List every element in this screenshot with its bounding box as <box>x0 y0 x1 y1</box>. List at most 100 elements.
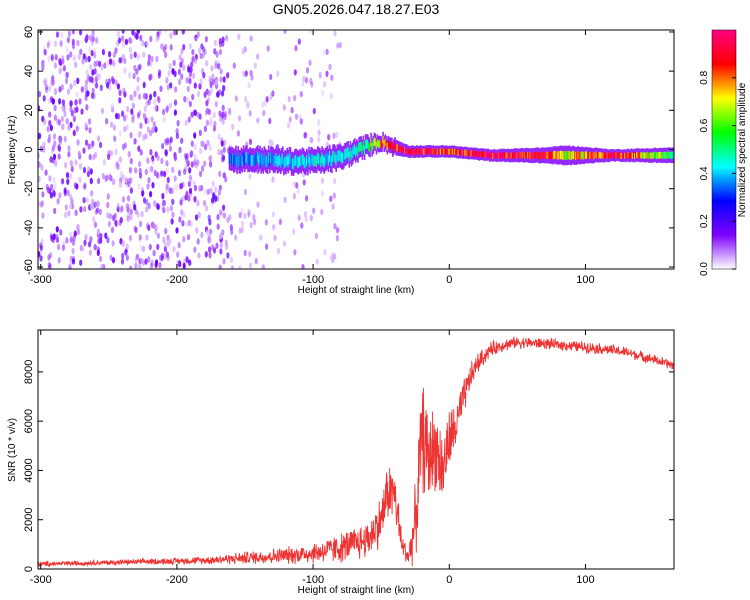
noise-cell <box>79 244 83 252</box>
ridge-cell <box>517 152 519 159</box>
noise-cell <box>76 139 80 146</box>
noise-cell <box>222 84 226 92</box>
ridge-cell <box>626 152 628 159</box>
ridge-cell <box>350 150 353 161</box>
ridge-cell <box>455 149 457 155</box>
noise-cell <box>45 83 49 91</box>
ridge-cell <box>399 145 402 153</box>
noise-cell <box>153 200 157 207</box>
noise-cell <box>217 148 221 156</box>
noise-cell <box>139 245 143 252</box>
ridge-cell <box>322 155 324 166</box>
noise-cell <box>214 101 218 108</box>
ridge-cell <box>258 155 260 166</box>
noise-cell <box>195 227 199 234</box>
ridge-cell <box>607 153 610 159</box>
noise-cell <box>214 186 218 193</box>
noise-cell <box>160 157 164 165</box>
noise-cell <box>84 234 88 241</box>
noise-cell <box>106 193 110 200</box>
ridge-cell <box>461 150 464 156</box>
noise-cell <box>204 205 209 212</box>
colorbar: 0.0 0.2 0.4 0.6 0.8 Normalized spectral ampl… <box>699 29 748 276</box>
noise-cell <box>338 41 342 49</box>
colorbar-label: Normalized spectral amplitude <box>737 82 748 217</box>
ridge-cell <box>255 153 258 164</box>
noise-cell <box>72 115 76 123</box>
noise-cell <box>206 229 210 236</box>
noise-cell <box>48 85 52 93</box>
ridge-cell <box>543 151 546 159</box>
ridge-cell <box>450 148 453 155</box>
noise-cell <box>57 145 62 152</box>
ridge-cell <box>438 148 441 155</box>
noise-cell <box>97 177 101 185</box>
noise-cell <box>198 113 202 120</box>
ridge-cell <box>495 153 498 159</box>
ridge-cell <box>641 152 644 159</box>
noise-cell <box>58 67 62 75</box>
snr-x-ticks: -300 -200 -100 0 100 <box>30 330 595 586</box>
noise-cell <box>178 146 182 154</box>
ridge-cell <box>417 148 419 155</box>
noise-cell <box>168 187 172 194</box>
noise-cell <box>71 247 75 255</box>
noise-cell <box>43 78 47 86</box>
noise-cell <box>129 177 133 184</box>
ridge-cell <box>315 156 318 167</box>
noise-cell <box>318 72 322 79</box>
noise-cell <box>160 43 165 50</box>
noise-cell <box>67 145 71 152</box>
noise-cell <box>314 232 318 240</box>
noise-cell <box>93 68 97 75</box>
noise-cell <box>188 100 192 108</box>
noise-cell <box>111 257 116 264</box>
noise-cell <box>88 76 92 83</box>
noise-cell <box>212 78 216 86</box>
ridge-cell <box>539 152 541 160</box>
ridge-cell <box>635 152 637 158</box>
noise-cell <box>38 251 41 258</box>
noise-cell <box>129 53 133 60</box>
ridge-cell <box>486 151 489 158</box>
noise-cell <box>69 100 73 107</box>
noise-cell <box>131 102 135 110</box>
ridge-cell <box>500 153 502 159</box>
noise-cell <box>299 90 303 98</box>
noise-cell <box>151 155 155 162</box>
noise-cell <box>249 221 253 229</box>
noise-cell <box>62 105 66 113</box>
noise-cell <box>308 30 312 34</box>
ridge-cell <box>248 155 250 166</box>
ridge-cell <box>552 152 554 160</box>
ridge-cell <box>235 152 237 163</box>
noise-cell <box>159 254 163 262</box>
noise-cell <box>121 196 126 203</box>
ridge-cell <box>572 150 575 159</box>
ridge-cell <box>282 152 284 164</box>
noise-cell <box>163 246 167 253</box>
noise-cell <box>99 232 103 240</box>
noise-cell <box>72 234 76 242</box>
noise-cell <box>67 151 71 158</box>
noise-cell <box>243 212 247 220</box>
noise-cell <box>133 64 137 72</box>
ridge-cell <box>437 148 440 155</box>
ridge-cell <box>587 151 589 159</box>
noise-cell <box>79 48 83 55</box>
ridge-cell <box>347 147 349 158</box>
ridge-cell <box>319 154 321 166</box>
noise-cell <box>332 192 336 199</box>
ridge-cell <box>323 156 326 168</box>
noise-cell <box>44 86 49 94</box>
noise-cell <box>136 76 140 83</box>
y-tick-label: -60 <box>23 259 35 275</box>
noise-cell <box>123 125 127 133</box>
ridge-cell <box>531 152 534 159</box>
noise-cell <box>52 153 57 161</box>
noise-cell <box>154 126 158 133</box>
noise-cell <box>160 170 164 177</box>
noise-cell <box>136 112 141 119</box>
ridge-cell <box>550 152 552 160</box>
noise-cell <box>61 178 65 185</box>
